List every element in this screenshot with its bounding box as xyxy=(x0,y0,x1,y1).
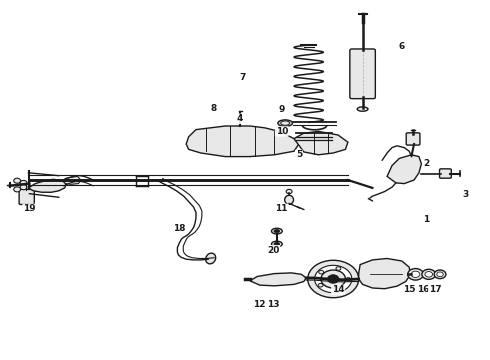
FancyBboxPatch shape xyxy=(19,189,34,204)
Circle shape xyxy=(319,270,324,274)
Polygon shape xyxy=(61,176,81,184)
Text: 13: 13 xyxy=(267,300,280,309)
Text: 12: 12 xyxy=(253,300,266,309)
Text: 11: 11 xyxy=(275,204,288,213)
Ellipse shape xyxy=(357,107,368,111)
Circle shape xyxy=(335,288,340,292)
Text: 7: 7 xyxy=(239,73,246,82)
Circle shape xyxy=(327,275,339,283)
Polygon shape xyxy=(186,126,299,157)
Text: 1: 1 xyxy=(423,215,429,224)
Circle shape xyxy=(14,187,21,192)
Circle shape xyxy=(321,270,345,288)
Polygon shape xyxy=(250,273,306,286)
Text: 2: 2 xyxy=(423,159,429,168)
Text: 17: 17 xyxy=(429,285,441,294)
FancyBboxPatch shape xyxy=(440,169,451,178)
Circle shape xyxy=(315,265,352,293)
Ellipse shape xyxy=(285,195,294,204)
Text: 9: 9 xyxy=(278,105,285,114)
Text: 3: 3 xyxy=(463,190,468,199)
Ellipse shape xyxy=(274,243,280,246)
Circle shape xyxy=(411,271,420,278)
Circle shape xyxy=(20,185,27,190)
Circle shape xyxy=(346,278,351,281)
Circle shape xyxy=(286,189,292,194)
Text: 15: 15 xyxy=(403,285,416,294)
Polygon shape xyxy=(387,155,421,184)
Ellipse shape xyxy=(271,228,282,234)
Circle shape xyxy=(308,260,359,298)
Circle shape xyxy=(437,272,443,277)
Ellipse shape xyxy=(206,253,216,264)
Text: 10: 10 xyxy=(275,127,288,136)
Ellipse shape xyxy=(271,241,282,247)
Circle shape xyxy=(422,269,436,279)
Text: 20: 20 xyxy=(267,246,280,255)
Ellipse shape xyxy=(274,230,280,233)
Circle shape xyxy=(336,267,341,270)
Circle shape xyxy=(14,178,21,183)
Text: 5: 5 xyxy=(296,150,302,159)
FancyBboxPatch shape xyxy=(350,49,375,99)
Circle shape xyxy=(318,283,323,287)
Circle shape xyxy=(434,270,446,279)
Text: 16: 16 xyxy=(416,285,429,294)
Text: 19: 19 xyxy=(23,204,36,213)
Polygon shape xyxy=(294,131,348,155)
Text: 8: 8 xyxy=(210,104,216,112)
Text: 6: 6 xyxy=(399,42,405,51)
Circle shape xyxy=(20,180,27,185)
Text: 14: 14 xyxy=(332,285,344,294)
Ellipse shape xyxy=(278,120,293,126)
Text: 18: 18 xyxy=(172,224,185,233)
Ellipse shape xyxy=(281,121,290,125)
Circle shape xyxy=(425,271,433,277)
Text: 4: 4 xyxy=(237,114,244,123)
Polygon shape xyxy=(28,179,66,192)
Polygon shape xyxy=(359,258,411,289)
FancyBboxPatch shape xyxy=(406,133,420,145)
Circle shape xyxy=(408,269,423,280)
